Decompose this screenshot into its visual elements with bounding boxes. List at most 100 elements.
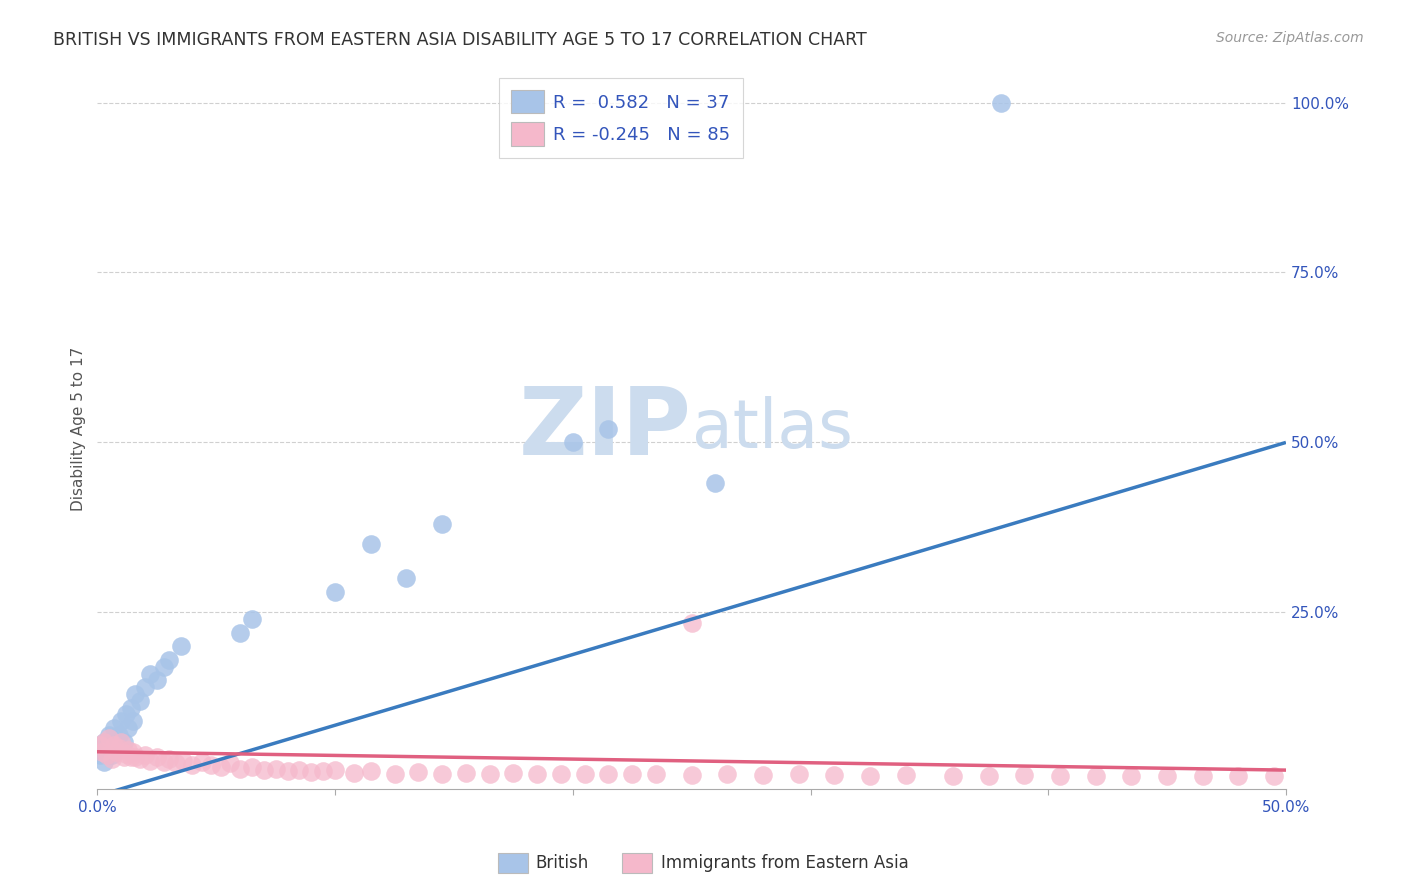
Point xyxy=(138,666,160,681)
Point xyxy=(395,571,418,585)
Point xyxy=(153,660,176,674)
Point xyxy=(787,767,810,781)
Point xyxy=(859,768,882,782)
Point xyxy=(1191,768,1213,782)
Point xyxy=(117,721,139,735)
Point xyxy=(645,766,668,780)
Point xyxy=(134,680,156,694)
Point xyxy=(430,766,453,780)
Legend: British, Immigrants from Eastern Asia: British, Immigrants from Eastern Asia xyxy=(491,847,915,880)
Point xyxy=(598,766,620,780)
Point xyxy=(681,768,703,782)
Point xyxy=(240,760,263,774)
Point xyxy=(894,768,917,782)
Point xyxy=(103,721,125,735)
Point xyxy=(103,738,125,752)
Point xyxy=(1358,770,1381,784)
Point xyxy=(343,765,366,780)
Point xyxy=(112,749,135,764)
Point xyxy=(91,741,114,756)
Point xyxy=(1310,770,1333,784)
Point xyxy=(1084,769,1107,783)
Point xyxy=(1014,768,1036,782)
Point xyxy=(229,625,252,640)
Text: Source: ZipAtlas.com: Source: ZipAtlas.com xyxy=(1216,31,1364,45)
Point xyxy=(1334,769,1357,783)
Y-axis label: Disability Age 5 to 17: Disability Age 5 to 17 xyxy=(72,347,86,511)
Point xyxy=(823,768,845,782)
Text: atlas: atlas xyxy=(692,396,852,462)
Point xyxy=(312,764,335,779)
Point xyxy=(942,768,965,782)
Point xyxy=(360,537,382,551)
Point xyxy=(105,745,128,759)
Point xyxy=(209,760,232,774)
Point xyxy=(1286,769,1309,783)
Point xyxy=(146,673,169,688)
Point xyxy=(406,765,429,780)
Point xyxy=(977,768,1000,782)
Point xyxy=(124,687,146,701)
Point xyxy=(681,615,703,630)
Point xyxy=(110,714,132,728)
Point xyxy=(138,754,160,768)
Point xyxy=(115,747,138,761)
Point xyxy=(704,476,727,491)
Point xyxy=(598,422,620,436)
Point xyxy=(107,728,129,742)
Point xyxy=(93,734,115,748)
Point xyxy=(323,763,346,777)
Point xyxy=(110,734,132,748)
Point xyxy=(91,745,114,759)
Point xyxy=(115,707,138,722)
Point xyxy=(621,767,644,781)
Text: ZIP: ZIP xyxy=(519,383,692,475)
Point xyxy=(105,741,128,756)
Point xyxy=(96,748,118,763)
Point xyxy=(191,755,214,769)
Point xyxy=(129,751,152,765)
Point xyxy=(122,714,145,728)
Point xyxy=(550,766,572,780)
Point xyxy=(526,767,548,781)
Point xyxy=(100,748,122,763)
Point xyxy=(323,585,346,599)
Point xyxy=(98,728,121,742)
Point xyxy=(1121,768,1143,782)
Point xyxy=(478,767,501,781)
Point xyxy=(112,734,135,748)
Point xyxy=(120,749,142,764)
Point xyxy=(122,745,145,759)
Point xyxy=(1263,768,1285,782)
Point xyxy=(124,749,146,764)
Point xyxy=(502,765,524,780)
Point xyxy=(200,758,222,772)
Point xyxy=(430,516,453,531)
Point xyxy=(153,755,176,769)
Point xyxy=(752,768,775,782)
Point xyxy=(219,756,242,771)
Point xyxy=(1382,769,1405,783)
Point xyxy=(264,762,287,776)
Point xyxy=(990,95,1012,110)
Point xyxy=(181,758,204,772)
Point xyxy=(146,749,169,764)
Point xyxy=(253,763,276,777)
Point xyxy=(454,765,477,780)
Point xyxy=(129,694,152,708)
Point xyxy=(157,751,180,765)
Point xyxy=(96,748,118,763)
Point xyxy=(93,755,115,769)
Point xyxy=(277,764,299,779)
Point xyxy=(93,734,115,748)
Point xyxy=(98,741,121,756)
Legend: R =  0.582   N = 37, R = -0.245   N = 85: R = 0.582 N = 37, R = -0.245 N = 85 xyxy=(499,78,742,158)
Point xyxy=(120,700,142,714)
Point xyxy=(172,754,194,768)
Point xyxy=(240,612,263,626)
Point xyxy=(561,435,583,450)
Point xyxy=(1227,769,1250,783)
Point xyxy=(100,751,122,765)
Point xyxy=(384,766,406,780)
Point xyxy=(98,731,121,746)
